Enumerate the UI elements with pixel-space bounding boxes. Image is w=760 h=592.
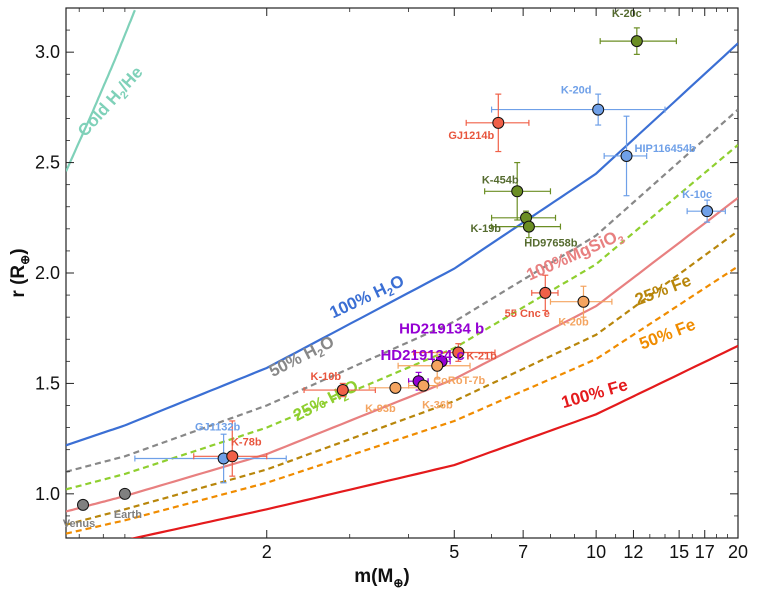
curve-label-50-fe: 50% Fe: [637, 315, 699, 354]
point-55-cnc-e: [539, 286, 552, 299]
curve-50-h-o: [66, 108, 738, 473]
label-k-454b: K-454b: [482, 174, 519, 186]
curve-100-h-o: [66, 42, 738, 447]
curve-label-100-h2o: 100% H2O: [327, 271, 409, 325]
x-tick-label: 7: [518, 542, 528, 562]
label-hip116454b: HIP116454b: [635, 143, 696, 155]
label-55-cnc-e: 55 Cnc e: [505, 308, 550, 320]
point-gj1214b: [492, 116, 505, 129]
error-bars: [134, 27, 726, 484]
point-k-10b: [336, 384, 349, 397]
x-tick-label: 2: [262, 542, 272, 562]
label-k-10b: K-10b: [311, 371, 342, 383]
label-hd219134-c: HD219134 c: [380, 347, 464, 364]
curve-label-100-fe: 100% Fe: [559, 375, 630, 412]
point-hd97658b: [522, 220, 535, 233]
y-axis: 1.0 1.5 2.0 2.5 3.0: [35, 29, 738, 517]
label-k-20c: K-20c: [612, 8, 642, 20]
curve-25-h-o: [66, 144, 738, 491]
y-tick-label: 2.0: [35, 263, 60, 283]
label-k-10c: K-10c: [682, 189, 712, 201]
y-tick-label: 3.0: [35, 42, 60, 62]
point-k-10c: [701, 205, 714, 218]
label-k-36b: K-36b: [422, 400, 453, 412]
point-hip116454b: [620, 149, 633, 162]
x-tick-label: 20: [728, 542, 748, 562]
y-tick-label: 2.5: [35, 153, 60, 173]
curve-50-fe: [66, 265, 738, 535]
label-k-19b: K-19b: [470, 223, 501, 235]
label-venus: Venus: [63, 518, 95, 530]
label-corot-7b: CoRoT-7b: [433, 375, 485, 387]
label-k-20d: K-20d: [561, 85, 592, 97]
point-k-454b: [511, 185, 524, 198]
model-curves: [66, 9, 738, 538]
x-tick-label: 17: [695, 542, 715, 562]
point-corot-7b: [431, 359, 444, 372]
curve-100-fe: [129, 344, 738, 538]
label-k-78b: K-78b: [231, 436, 262, 448]
point-venus: [77, 498, 90, 511]
y-axis-title: r (R⊕): [8, 248, 32, 297]
point-k-78b: [226, 450, 239, 463]
label-hd97658b: HD97658b: [524, 238, 577, 250]
label-gj1132b: GJ1132b: [195, 422, 241, 434]
label-earth: Earth: [114, 509, 142, 521]
y-tick-label: 1.5: [35, 373, 60, 393]
point-k-93b: [389, 381, 402, 394]
x-tick-label: 15: [669, 542, 689, 562]
curve-100-mgsio: [66, 197, 738, 513]
planet-labels: K-20c K-20d GJ1214b HIP116454b K-454b K-10c K-…: [63, 8, 712, 530]
label-k-20b: K-20b: [558, 317, 589, 329]
label-k-21b: K-21b: [466, 351, 497, 363]
point-k-20b: [577, 295, 590, 308]
label-k-93b: K-93b: [365, 403, 396, 415]
y-tick-label: 1.0: [35, 484, 60, 504]
point-k-20c: [630, 35, 643, 48]
x-tick-label: 10: [586, 542, 606, 562]
label-gj1214b: GJ1214b: [448, 130, 494, 142]
x-axis-title: m(M⊕): [354, 566, 409, 590]
x-tick-label: 12: [623, 542, 643, 562]
x-axis: 2 5 7 10 12 15 17 20: [78, 8, 748, 562]
curve-label-cold-h2-he: Cold H2/He: [74, 63, 149, 143]
point-k-20d: [592, 103, 605, 116]
curve-25-fe: [66, 230, 738, 526]
point-earth: [118, 487, 131, 500]
point-k-36b: [417, 379, 430, 392]
x-tick-label: 5: [449, 542, 459, 562]
label-hd219134-b: HD219134 b: [399, 320, 484, 337]
curve-cold-h-he: [66, 9, 136, 172]
curve-label-25-fe: 25% Fe: [632, 271, 694, 310]
point-k-21b: [452, 346, 465, 359]
planet-points: [77, 35, 714, 511]
